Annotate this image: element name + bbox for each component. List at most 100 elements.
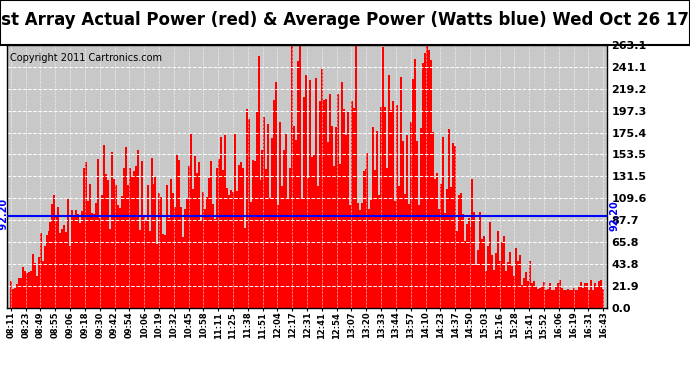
Bar: [107, 180, 109, 308]
Bar: [38, 257, 39, 307]
Bar: [557, 283, 559, 308]
Bar: [206, 197, 208, 308]
Bar: [210, 161, 212, 308]
Bar: [485, 271, 487, 308]
Bar: [564, 290, 566, 308]
Bar: [188, 166, 190, 308]
Bar: [178, 160, 180, 308]
Bar: [166, 185, 168, 308]
Bar: [239, 162, 241, 308]
Bar: [598, 281, 600, 308]
Bar: [452, 142, 453, 308]
Bar: [305, 75, 307, 308]
Bar: [46, 235, 48, 308]
Bar: [176, 154, 178, 308]
Bar: [333, 165, 335, 308]
Bar: [582, 288, 584, 308]
Bar: [277, 205, 279, 308]
Bar: [297, 61, 299, 308]
Bar: [366, 153, 368, 308]
Bar: [549, 284, 551, 308]
Bar: [146, 185, 148, 308]
Bar: [32, 254, 34, 308]
Bar: [152, 184, 155, 308]
Bar: [489, 222, 491, 308]
Bar: [81, 211, 83, 308]
Bar: [200, 219, 202, 308]
Bar: [198, 162, 200, 308]
Bar: [422, 63, 424, 308]
Bar: [284, 150, 285, 308]
Bar: [311, 158, 313, 308]
Bar: [226, 188, 228, 308]
Bar: [562, 290, 564, 308]
Bar: [484, 236, 485, 308]
Bar: [386, 168, 388, 308]
Bar: [279, 122, 282, 308]
Bar: [291, 45, 293, 308]
Bar: [50, 222, 52, 308]
Bar: [34, 262, 36, 308]
Bar: [194, 156, 196, 308]
Bar: [376, 131, 378, 308]
Bar: [388, 75, 391, 307]
Bar: [357, 202, 359, 308]
Bar: [303, 97, 305, 308]
Bar: [36, 276, 38, 308]
Bar: [119, 208, 121, 308]
Bar: [224, 135, 226, 308]
Bar: [141, 161, 143, 308]
Bar: [543, 282, 545, 308]
Bar: [594, 283, 596, 308]
Bar: [269, 198, 271, 308]
Bar: [159, 193, 161, 308]
Bar: [164, 234, 166, 308]
Bar: [123, 168, 125, 308]
Bar: [487, 246, 489, 308]
Bar: [561, 288, 562, 308]
Bar: [180, 207, 182, 308]
Bar: [282, 186, 284, 308]
Bar: [424, 53, 426, 307]
Bar: [264, 117, 266, 308]
Bar: [464, 240, 466, 308]
Bar: [161, 197, 162, 308]
Bar: [321, 69, 323, 308]
Bar: [325, 99, 327, 308]
Bar: [117, 205, 119, 308]
Bar: [327, 142, 329, 308]
Bar: [364, 169, 366, 308]
Bar: [586, 283, 589, 308]
Bar: [361, 203, 362, 308]
Bar: [384, 107, 386, 307]
Bar: [57, 207, 59, 308]
Bar: [238, 165, 239, 308]
Bar: [519, 255, 521, 308]
Text: West Array Actual Power (red) & Average Power (Watts blue) Wed Oct 26 17:10: West Array Actual Power (red) & Average …: [0, 11, 690, 29]
Bar: [285, 134, 287, 308]
Bar: [143, 216, 145, 308]
Bar: [139, 230, 141, 308]
Bar: [523, 279, 525, 308]
Bar: [313, 154, 315, 308]
Bar: [491, 255, 493, 308]
Bar: [462, 214, 464, 308]
Bar: [315, 78, 317, 308]
Bar: [531, 283, 533, 308]
Bar: [589, 290, 591, 308]
Bar: [170, 179, 172, 308]
Bar: [175, 207, 176, 308]
Bar: [497, 231, 500, 308]
Bar: [430, 60, 432, 308]
Bar: [83, 168, 85, 308]
Bar: [355, 46, 357, 308]
Bar: [271, 138, 273, 308]
Bar: [214, 219, 216, 308]
Bar: [63, 225, 66, 308]
Bar: [406, 135, 408, 308]
Bar: [373, 127, 375, 308]
Bar: [287, 198, 289, 308]
Bar: [20, 278, 22, 308]
Bar: [97, 159, 99, 308]
Bar: [426, 45, 428, 308]
